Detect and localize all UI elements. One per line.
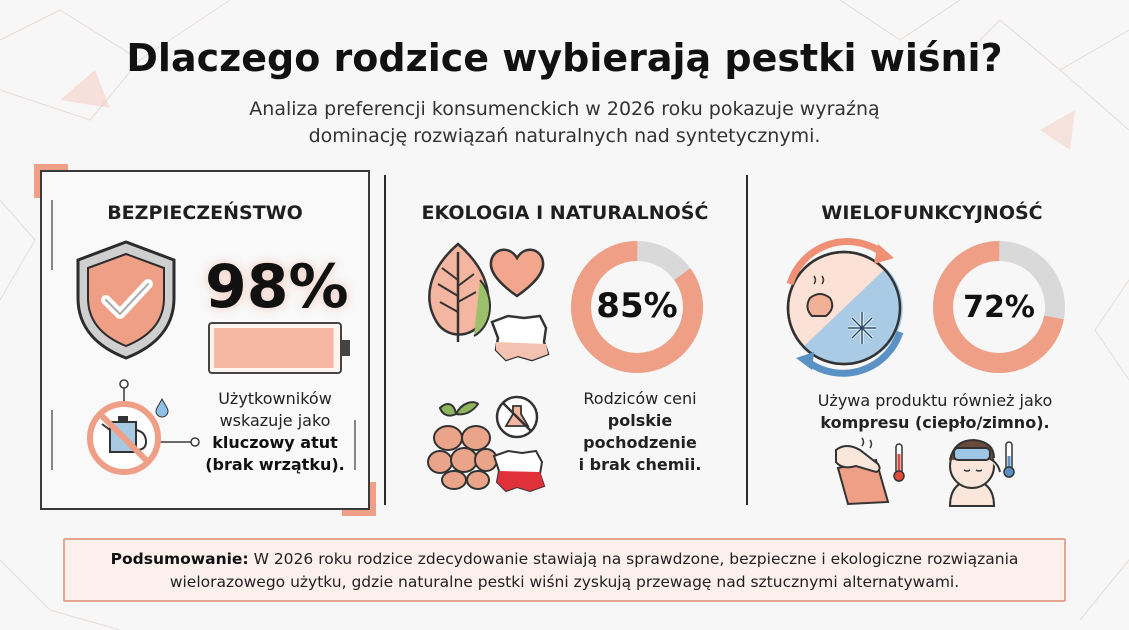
safety-text-line-2: wskazuje jako: [219, 411, 331, 430]
cold-compress-head-icon: [948, 438, 1015, 507]
poland-map-icon: [490, 314, 550, 362]
ecology-text-bold-2: pochodzenie: [583, 433, 697, 452]
ecology-text-bold-3: i brak chemii.: [578, 455, 702, 474]
heart-icon: [489, 248, 545, 298]
ecology-text-line-1: Rodziców ceni: [583, 389, 697, 408]
hot-cold-cycle-icon: [786, 238, 904, 377]
page-subtitle: Analiza preferencji konsumenckich w 2026…: [0, 96, 1129, 150]
cherry-pits-icon: [427, 401, 498, 490]
panel-circuit-lines: [51, 200, 356, 470]
multifunction-text-bold-1: kompresu (ciepło/zimno).: [820, 413, 1050, 432]
water-drop-icon: [155, 397, 169, 418]
battery-icon: [208, 322, 350, 374]
battery-fill: [214, 328, 334, 368]
multifunction-donut-chart: [933, 241, 1065, 373]
multifunction-description: Używa produktu również jako kompresu (ci…: [780, 390, 1090, 434]
leaf-icon: [428, 242, 492, 342]
warm-compress-hand-icon: [835, 437, 905, 506]
column-divider-2: [746, 175, 748, 505]
summary-text-line-1: W 2026 roku rodzice zdecydowanie stawiaj…: [248, 550, 1019, 568]
no-chemicals-icon: [495, 395, 539, 439]
ecology-donut-chart: [571, 241, 703, 373]
column-divider-1: [384, 175, 386, 505]
summary-box: Podsumowanie: W 2026 roku rodzice zdecyd…: [63, 538, 1066, 602]
page-title: Dlaczego rodzice wybierają pestki wiśni?: [126, 36, 1003, 80]
no-boiling-kettle-icon: [87, 379, 200, 475]
shield-check-icon: [76, 240, 176, 360]
summary-label: Podsumowanie:: [110, 550, 249, 568]
multifunction-stat: 72%: [963, 290, 1035, 325]
ecology-description: Rodziców ceni polskie pochodzenie i brak…: [560, 388, 720, 476]
safety-title: BEZPIECZEŃSTWO: [107, 202, 303, 224]
summary-text-line-2: wielorazowego użytku, gdzie naturalne pe…: [169, 573, 960, 591]
safety-description: Użytkowników wskazuje jako kluczowy atut…: [190, 388, 360, 476]
multifunction-title: WIELOFUNKCYJNOŚĆ: [821, 202, 1043, 224]
poland-flag-map-icon: [492, 449, 546, 493]
safety-text-line-1: Użytkowników: [218, 389, 332, 408]
ecology-title: EKOLOGIA I NATURALNOŚĆ: [421, 202, 709, 224]
ecology-text-bold-1: polskie: [607, 411, 673, 430]
safety-text-bold-2: (brak wrzątku).: [205, 455, 345, 474]
subtitle-line-2: dominację rozwiązań naturalnych nad synt…: [308, 125, 821, 147]
multifunction-text-line-1: Używa produktu również jako: [817, 391, 1053, 410]
ecology-stat: 85%: [596, 286, 678, 326]
multifunction-donut-fill: [933, 241, 1065, 373]
panel-corner-top-left: [34, 164, 68, 198]
safety-text-bold-1: kluczowy atut: [212, 433, 338, 452]
subtitle-line-1: Analiza preferencji konsumenckich w 2026…: [249, 98, 880, 120]
safety-stat: 98%: [205, 252, 349, 322]
panel-corner-bottom-right: [342, 482, 376, 516]
